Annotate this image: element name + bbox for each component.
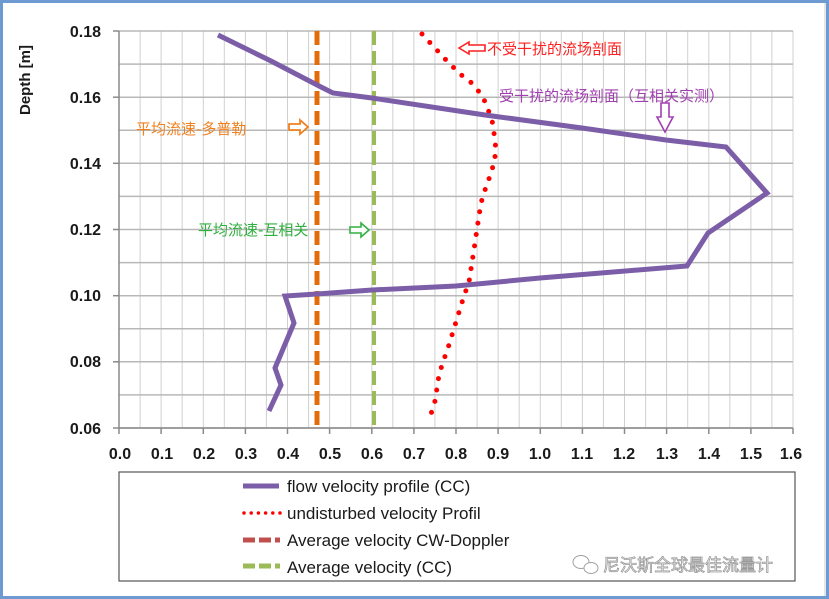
x-tick-labels: 0.0 0.1 0.2 0.3 0.4 0.5 0.6 0.7 0.8 0.9 … — [109, 446, 802, 463]
y-tick: 0.14 — [70, 156, 101, 173]
x-tick: 0.0 — [109, 446, 131, 463]
x-tick: 1.3 — [656, 446, 678, 463]
y-tick: 0.06 — [70, 421, 101, 438]
annotation-disturbed-label: 受干扰的流场剖面（互相关实测） — [499, 87, 724, 105]
undisturbed-velocity-profile-line — [419, 31, 499, 417]
y-tick: 0.12 — [70, 222, 101, 239]
x-tick: 1.2 — [613, 446, 635, 463]
annotation-avg-doppler: 平均流速-多普勒 — [136, 118, 310, 138]
legend-item-avg-doppler: Average velocity CW-Doppler — [243, 531, 510, 550]
y-tick: 0.10 — [70, 288, 101, 305]
legend-item-undisturbed: undisturbed velocity Profil — [242, 504, 481, 523]
x-tick: 1.5 — [740, 446, 762, 463]
arrow-right-icon — [288, 118, 310, 136]
arrow-down-icon — [655, 102, 675, 134]
legend-label: Average velocity CW-Doppler — [287, 531, 510, 550]
annotation-undisturbed: 不受干扰的流场剖面 — [457, 40, 622, 58]
arrow-right-icon — [349, 221, 371, 239]
y-axis-label: Depth [m] — [17, 45, 34, 115]
legend-box — [118, 471, 796, 582]
watermark: 尼沃斯全球最佳流量计 — [572, 555, 773, 576]
x-tick: 0.8 — [445, 446, 467, 463]
x-tick: 0.6 — [361, 446, 383, 463]
legend-label: flow velocity profile (CC) — [287, 477, 470, 496]
axes — [113, 30, 794, 434]
x-tick: 0.7 — [403, 446, 425, 463]
flow-velocity-profile-line — [216, 32, 771, 413]
legend: flow velocity profile (CC) undisturbed v… — [118, 471, 796, 582]
y-tick-labels: 0.18 0.16 0.14 0.12 0.10 0.08 0.06 — [70, 24, 101, 438]
x-tick: 0.9 — [487, 446, 509, 463]
annotation-undisturbed-label: 不受干扰的流场剖面 — [487, 40, 622, 58]
watermark-text: 尼沃斯全球最佳流量计 — [603, 556, 773, 576]
legend-label: undisturbed velocity Profil — [287, 504, 481, 523]
legend-label: Average velocity (CC) — [287, 558, 452, 577]
x-tick: 1.0 — [529, 446, 551, 463]
x-tick: 1.6 — [780, 446, 802, 463]
x-tick: 0.2 — [193, 446, 215, 463]
x-tick: 1.1 — [571, 446, 593, 463]
annotation-avg-doppler-label: 平均流速-多普勒 — [136, 120, 246, 138]
annotation-avg-cc: 平均流速-互相关 — [198, 221, 371, 239]
y-tick: 0.18 — [70, 24, 101, 41]
x-tick: 0.5 — [319, 446, 341, 463]
y-tick: 0.08 — [70, 354, 101, 371]
wechat-icon — [572, 555, 599, 574]
annotation-disturbed: 受干扰的流场剖面（互相关实测） — [499, 87, 724, 134]
x-tick: 0.1 — [151, 446, 173, 463]
x-tick: 0.3 — [235, 446, 257, 463]
arrow-left-icon — [457, 40, 486, 56]
legend-item-flow-velocity: flow velocity profile (CC) — [243, 477, 470, 496]
y-tick: 0.16 — [70, 90, 101, 107]
legend-item-avg-cc: Average velocity (CC) — [243, 558, 452, 577]
annotation-avg-cc-label: 平均流速-互相关 — [198, 221, 308, 239]
x-tick: 0.4 — [277, 446, 299, 463]
x-tick: 1.4 — [698, 446, 720, 463]
